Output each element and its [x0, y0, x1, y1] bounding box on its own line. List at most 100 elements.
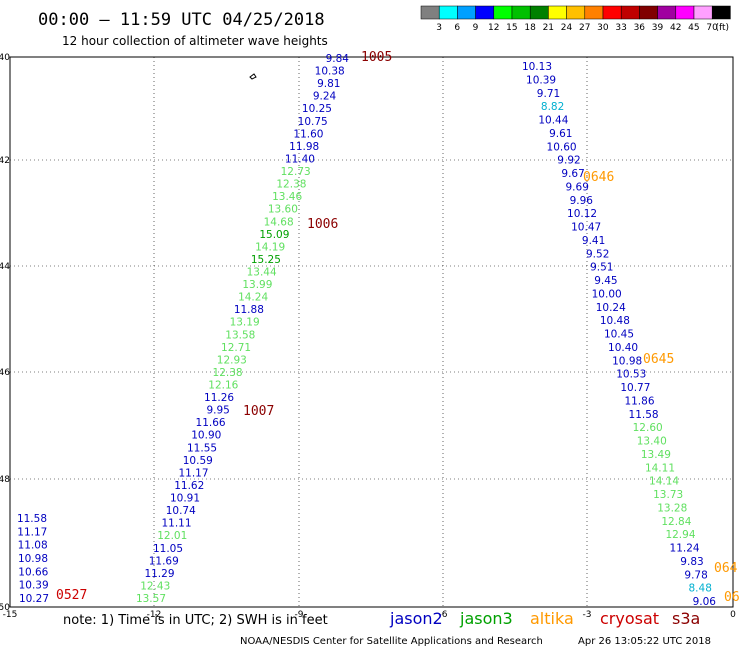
pass-time-label: 064 [714, 561, 738, 576]
credit-line: NOAA/NESDIS Center for Satellite Applica… [240, 636, 543, 647]
swh-value: 11.40 [285, 153, 315, 165]
swh-value: 10.75 [298, 116, 328, 128]
lat-tick-label: -42 [0, 156, 10, 166]
swh-value: 14.24 [238, 292, 268, 304]
legend-label: 45 [688, 23, 699, 33]
swh-value: 9.78 [684, 569, 707, 581]
swh-value: 8.48 [689, 583, 712, 595]
legend-swatch [511, 5, 531, 20]
pass-time-label: 1005 [361, 50, 392, 65]
swh-value: 9.51 [590, 262, 613, 274]
swh-value: 13.28 [657, 502, 687, 514]
swh-value: 10.39 [526, 74, 556, 86]
swh-value: 9.41 [582, 235, 605, 247]
swh-value: 10.25 [302, 103, 332, 115]
map-title: 00:00 – 11:59 UTC 04/25/2018 [38, 10, 325, 30]
swh-value: 15.25 [251, 254, 281, 266]
satellite-name: s3a [672, 609, 700, 628]
swh-value: 10.13 [522, 61, 552, 73]
swh-value: 13.57 [136, 593, 166, 605]
legend-swatch [584, 5, 604, 20]
swh-value: 12.16 [208, 380, 238, 392]
swh-value: 11.69 [149, 555, 179, 567]
swh-value: 11.88 [234, 304, 264, 316]
lon-tick-label: -6 [439, 610, 448, 620]
legend-swatch [493, 5, 513, 20]
legend-swatch [457, 5, 476, 20]
swh-value: 9.61 [549, 128, 572, 140]
legend-label: 21 [543, 23, 554, 33]
legend-label: 3 [436, 23, 442, 33]
satellite-name: cryosat [600, 609, 659, 628]
swh-value: 9.52 [586, 248, 609, 260]
swh-value: 10.44 [538, 115, 568, 127]
swh-value: 12.01 [157, 530, 187, 542]
swh-value: 9.45 [594, 275, 617, 287]
generated-timestamp: Apr 26 13:05:22 UTC 2018 [578, 636, 711, 647]
pass-time-label: 1007 [243, 404, 274, 419]
swh-value: 12.38 [276, 179, 306, 191]
swh-value: 11.17 [178, 467, 208, 479]
swh-value: 10.40 [608, 342, 638, 354]
satellite-name: jason3 [459, 609, 513, 628]
legend-label: 42 [670, 23, 681, 33]
swh-value: 9.06 [693, 596, 717, 608]
legend-label: 18 [524, 23, 536, 33]
swh-value: 10.59 [183, 455, 213, 467]
wave-height-color-legend: 3 6 9 12 15 18 21 24 27 30 33 36 39 42 45 70(ft) [420, 5, 731, 33]
altimeter-tracks: 9.8410.389.819.2410.2510.7511.6011.9811.… [17, 50, 740, 608]
swh-value: 13.60 [268, 204, 298, 216]
swh-value: 11.08 [18, 540, 48, 552]
legend-swatch [639, 5, 658, 20]
legend-swatch [566, 5, 586, 20]
map-subtitle: 12 hour collection of altimeter wave hei… [62, 34, 328, 48]
swh-value: 12.60 [633, 422, 663, 434]
swh-value: 10.38 [315, 66, 345, 78]
swh-value: 13.46 [272, 191, 302, 203]
legend-label: 6 [454, 23, 460, 33]
lat-tick-label: -48 [0, 475, 10, 485]
lon-tick-label: -12 [147, 610, 162, 620]
swh-value: 11.05 [153, 543, 183, 555]
footer-note: note: 1) Time is in UTC; 2) SWH is in fe… [63, 613, 328, 628]
satellite-legend: jason2 jason3 altika cryosat s3a [389, 609, 700, 628]
swh-value: 12.73 [281, 166, 311, 178]
swh-value: 11.26 [204, 392, 234, 404]
legend-swatch [602, 5, 622, 20]
legend-swatch [420, 5, 440, 20]
swh-value: 10.53 [616, 369, 646, 381]
swh-value: 10.48 [600, 315, 630, 327]
swh-value: 9.95 [206, 405, 229, 417]
swh-value: 13.44 [247, 266, 277, 278]
swh-value: 9.67 [561, 168, 584, 180]
swh-value: 9.24 [313, 91, 337, 103]
swh-value: 14.14 [649, 476, 679, 488]
track-a: 9.8410.389.819.2410.2510.7511.6011.9811.… [136, 50, 392, 605]
legend-label: 15 [506, 23, 517, 33]
legend-swatch [475, 5, 495, 20]
swh-value: 15.09 [259, 229, 289, 241]
swh-value: 11.98 [289, 141, 319, 153]
swh-value: 13.40 [637, 436, 667, 448]
lat-tick-label: -46 [0, 368, 10, 378]
swh-value: 10.39 [19, 580, 49, 592]
swh-value: 12.38 [213, 367, 243, 379]
swh-value: 12.84 [661, 516, 691, 528]
swh-value: 13.58 [225, 329, 255, 341]
swh-value: 14.11 [645, 462, 675, 474]
legend-label: 27 [579, 23, 590, 33]
swh-value: 11.60 [293, 128, 323, 140]
legend-swatch [657, 5, 677, 20]
swh-value: 9.69 [566, 181, 589, 193]
swh-value: 14.19 [255, 241, 285, 253]
small-island-marker [249, 73, 257, 80]
legend-swatch [620, 5, 640, 20]
swh-value: 11.24 [670, 543, 700, 555]
swh-value: 12.71 [221, 342, 251, 354]
swh-value: 12.93 [217, 354, 247, 366]
swh-value: 13.19 [230, 317, 260, 329]
legend-label: 39 [652, 23, 664, 33]
swh-value: 14.68 [264, 216, 294, 228]
swh-value: 13.73 [653, 489, 683, 501]
